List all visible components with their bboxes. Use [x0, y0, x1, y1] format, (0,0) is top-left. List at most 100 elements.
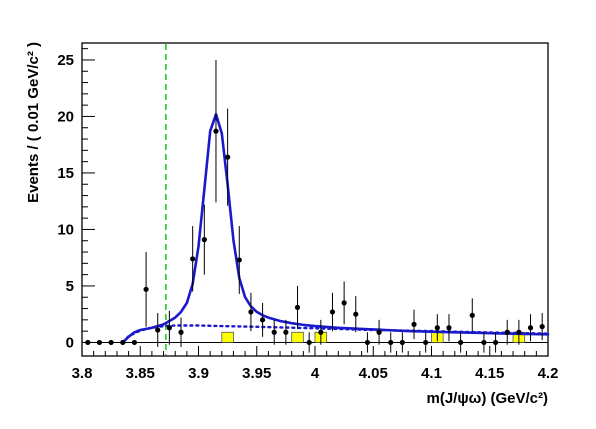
data-marker [492, 339, 499, 346]
data-point [143, 252, 149, 327]
data-point [306, 332, 312, 353]
tick-labels: 3.8 3.85 3.9 3.95 4 4.05 4.1 4.15 4.2 0 5 10 15 20 25 [57, 52, 558, 382]
data-marker [213, 128, 219, 134]
data-marker [481, 339, 487, 346]
data-marker [166, 325, 172, 331]
data-marker [423, 339, 429, 346]
data-point [539, 313, 545, 341]
data-marker [190, 256, 196, 262]
data-point [492, 332, 499, 353]
data-marker [294, 304, 301, 311]
y-tick-label: 5 [66, 278, 74, 295]
data-marker [318, 329, 324, 335]
data-point [318, 319, 324, 345]
data-marker [504, 329, 510, 335]
data-point [213, 59, 219, 203]
x-axis-title: m(J/ψω) (GeV/c²) [427, 390, 549, 407]
data-point [423, 332, 429, 353]
data-marker [271, 329, 277, 335]
data-marker [388, 339, 394, 346]
data-point [527, 314, 534, 342]
data-point [120, 339, 126, 346]
data-point [225, 108, 231, 206]
x-tick-label: 3.85 [126, 365, 155, 382]
x-tick-label: 4 [311, 365, 320, 382]
x-tick-label: 3.95 [242, 365, 271, 382]
data-marker [399, 339, 405, 346]
data-marker [225, 154, 231, 160]
data-point [376, 319, 382, 345]
data-marker [306, 339, 312, 346]
data-point [516, 319, 522, 345]
data-point [399, 332, 405, 353]
data-marker [108, 339, 114, 346]
y-tick-label: 0 [66, 334, 74, 351]
data-point [259, 302, 266, 337]
y-tick-label: 20 [57, 108, 74, 125]
data-point [283, 319, 289, 345]
data-point [178, 317, 184, 347]
y-tick-label: 25 [57, 52, 74, 69]
data-marker [527, 325, 534, 331]
data-marker [376, 329, 382, 335]
data-marker [131, 339, 138, 346]
data-marker [143, 286, 149, 292]
data-point [341, 281, 347, 325]
data-point [364, 332, 371, 353]
axis-ticks [81, 48, 549, 356]
data-point [166, 310, 172, 345]
data-points [85, 59, 545, 353]
x-tick-label: 4.1 [421, 365, 442, 382]
data-point [248, 292, 254, 332]
data-point [504, 319, 510, 345]
y-tick-label: 10 [57, 221, 74, 238]
data-point [131, 339, 138, 346]
data-marker [516, 329, 522, 335]
data-point [329, 292, 336, 332]
data-marker [155, 327, 161, 333]
data-marker [236, 257, 242, 263]
data-point [434, 314, 440, 342]
histogram-bar [221, 331, 234, 343]
data-marker [178, 329, 184, 335]
data-point [155, 313, 161, 347]
x-tick-label: 3.9 [188, 365, 209, 382]
data-marker [353, 311, 359, 317]
data-marker [539, 324, 545, 330]
background-fit-curve [121, 324, 550, 344]
data-point [353, 296, 359, 333]
plot-frame [81, 42, 549, 357]
data-point [294, 285, 301, 329]
data-marker [96, 339, 103, 346]
data-point [481, 332, 487, 353]
data-point [446, 314, 452, 342]
data-point [388, 332, 394, 353]
histogram-bar [291, 331, 304, 343]
data-marker [469, 312, 475, 318]
data-marker [364, 339, 371, 346]
data-marker [341, 300, 347, 306]
fit-curves [121, 112, 550, 344]
data-marker [120, 339, 126, 346]
total-fit-curve [121, 112, 550, 344]
data-point [190, 226, 196, 292]
data-point [271, 319, 277, 345]
data-marker [201, 237, 207, 243]
data-point [411, 309, 417, 340]
x-tick-label: 4.05 [359, 365, 388, 382]
x-tick-label: 4.15 [475, 365, 504, 382]
x-tick-label: 4.2 [538, 365, 559, 382]
data-marker [411, 321, 417, 327]
data-marker [434, 325, 440, 331]
data-point [96, 339, 103, 346]
data-marker [283, 329, 289, 335]
data-marker [329, 309, 336, 315]
y-tick-label: 15 [57, 165, 74, 182]
data-point [201, 204, 207, 275]
data-point [108, 339, 114, 346]
data-point [469, 298, 475, 333]
data-marker [259, 317, 266, 323]
y-axis-title: Events / ( 0.01 GeV/c² ) [25, 42, 42, 203]
data-point [236, 226, 242, 294]
data-marker [458, 339, 464, 346]
